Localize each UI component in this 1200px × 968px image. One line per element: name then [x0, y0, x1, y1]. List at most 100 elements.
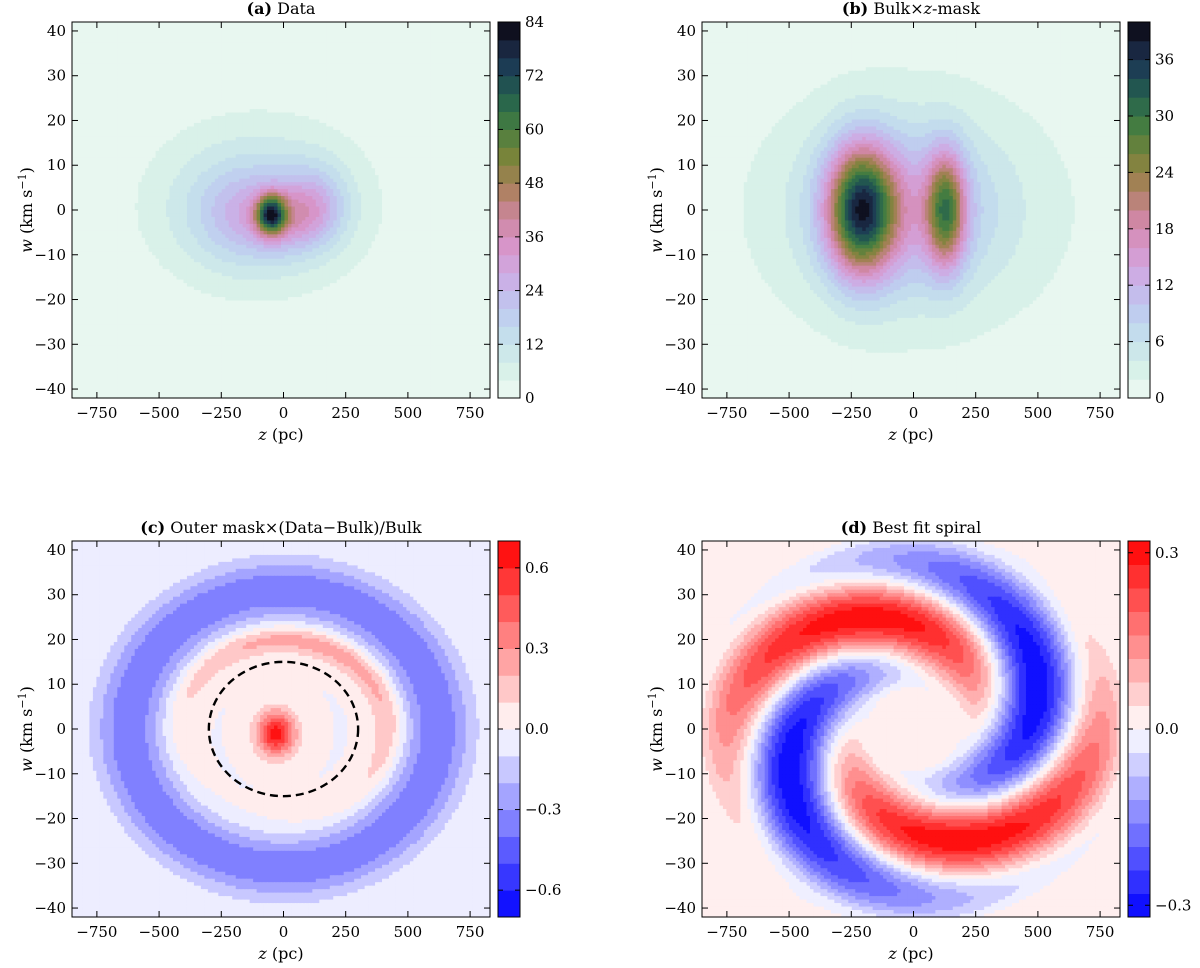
- heatmap-cell: [406, 36, 410, 40]
- heatmap-cell: [138, 25, 142, 29]
- heatmap-cell: [281, 29, 285, 33]
- heatmap-cell: [372, 22, 376, 26]
- heatmap-cell: [298, 29, 302, 33]
- heatmap-cell: [197, 32, 201, 36]
- heatmap-cell: [441, 32, 445, 36]
- heatmap-cell: [135, 29, 139, 33]
- heatmap-cell: [333, 29, 337, 33]
- heatmap-cell: [72, 25, 76, 29]
- heatmap-cell: [466, 32, 470, 36]
- heatmap-cell: [152, 25, 156, 29]
- heatmap-cell: [295, 32, 299, 36]
- heatmap-cell: [295, 36, 299, 40]
- heatmap-cell: [382, 29, 386, 33]
- heatmap-cell: [152, 29, 156, 33]
- heatmap-cell: [271, 36, 275, 40]
- heatmap-cell: [281, 39, 285, 43]
- heatmap-cell: [100, 36, 104, 40]
- heatmap-cell: [312, 25, 316, 29]
- heatmap-cell: [312, 39, 316, 43]
- heatmap-cell: [379, 29, 383, 33]
- heatmap-cell: [170, 25, 174, 29]
- heatmap-cell: [159, 32, 163, 36]
- heatmap-cell: [239, 39, 243, 43]
- heatmap-cell: [438, 32, 442, 36]
- heatmap-cell: [365, 36, 369, 40]
- heatmap-cell: [225, 32, 229, 36]
- heatmap-cell: [417, 32, 421, 36]
- heatmap-cell: [145, 36, 149, 40]
- heatmap-cell: [379, 25, 383, 29]
- heatmap-cell: [89, 25, 93, 29]
- heatmap-cell: [274, 36, 278, 40]
- heatmap-cell: [250, 25, 254, 29]
- heatmap-cell: [166, 39, 170, 43]
- heatmap-cell: [225, 25, 229, 29]
- heatmap-cell: [403, 25, 407, 29]
- heatmap-cell: [159, 29, 163, 33]
- heatmap-cell: [215, 36, 219, 40]
- heatmap-cell: [361, 22, 365, 26]
- heatmap-cell: [114, 25, 118, 29]
- heatmap-cell: [114, 39, 118, 43]
- heatmap-cell: [100, 39, 104, 43]
- heatmap-cell: [215, 39, 219, 43]
- heatmap-cell: [274, 29, 278, 33]
- heatmap-cell: [173, 29, 177, 33]
- heatmap-cell: [201, 25, 205, 29]
- heatmap-cell: [131, 32, 135, 36]
- heatmap-cell: [215, 22, 219, 26]
- heatmap-cell: [93, 36, 97, 40]
- heatmap-cell: [215, 25, 219, 29]
- heatmap-cell: [434, 25, 438, 29]
- heatmap-cell: [257, 36, 261, 40]
- heatmap-cell: [351, 29, 355, 33]
- heatmap-cell: [93, 39, 97, 43]
- heatmap-cell: [204, 22, 208, 26]
- heatmap-cell: [110, 25, 114, 29]
- heatmap-cell: [86, 25, 90, 29]
- heatmap-cell: [173, 32, 177, 36]
- heatmap-cell: [452, 29, 456, 33]
- heatmap-cell: [149, 32, 153, 36]
- heatmap-cell: [274, 39, 278, 43]
- heatmap-cell: [459, 29, 463, 33]
- heatmap-cell: [438, 36, 442, 40]
- heatmap-cell: [75, 32, 79, 36]
- heatmap-cell: [204, 36, 208, 40]
- heatmap-cell: [163, 29, 167, 33]
- heatmap-cell: [170, 22, 174, 26]
- heatmap-cell: [347, 39, 351, 43]
- heatmap-cell: [253, 39, 257, 43]
- heatmap-cell: [424, 22, 428, 26]
- heatmap-cell: [183, 29, 187, 33]
- heatmap-cell: [305, 25, 309, 29]
- heatmap-cell: [365, 29, 369, 33]
- heatmap-cell: [194, 36, 198, 40]
- heatmap-cell: [347, 32, 351, 36]
- heatmap-cell: [243, 36, 247, 40]
- heatmap-cell: [187, 36, 191, 40]
- heatmap-cell: [260, 36, 264, 40]
- heatmap-cell: [316, 39, 320, 43]
- heatmap-cell: [337, 36, 341, 40]
- heatmap-cell: [323, 25, 327, 29]
- heatmap-cell: [354, 29, 358, 33]
- heatmap-cell: [100, 25, 104, 29]
- heatmap-cell: [96, 36, 100, 40]
- heatmap-cell: [434, 29, 438, 33]
- heatmap-cell: [375, 29, 379, 33]
- heatmap-cell: [135, 39, 139, 43]
- heatmap-cell: [197, 36, 201, 40]
- heatmap-cell: [295, 39, 299, 43]
- heatmap-cell: [173, 25, 177, 29]
- heatmap-cell: [271, 39, 275, 43]
- heatmap-cell: [128, 22, 132, 26]
- heatmap-cell: [448, 22, 452, 26]
- heatmap-cell: [466, 25, 470, 29]
- heatmap-cell: [462, 32, 466, 36]
- heatmap-cell: [190, 22, 194, 26]
- heatmap-cell: [358, 22, 362, 26]
- heatmap-cell: [79, 39, 83, 43]
- heatmap-cell: [124, 32, 128, 36]
